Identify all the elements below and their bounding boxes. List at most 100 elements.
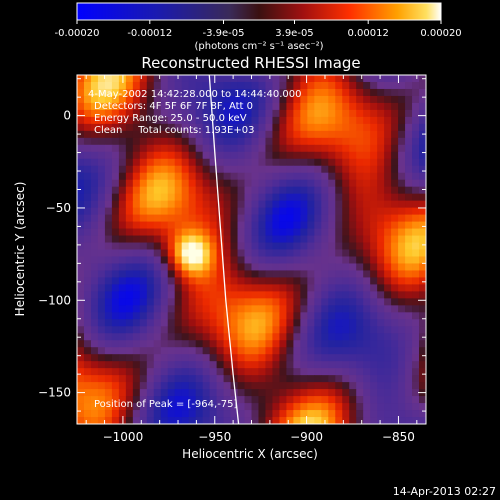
heatmap-cell <box>384 291 392 299</box>
heatmap-cell <box>342 305 350 313</box>
heatmap-cell <box>90 144 99 153</box>
heatmap-cell <box>412 123 420 132</box>
heatmap-cell <box>419 382 426 390</box>
heatmap-cell <box>300 396 308 404</box>
heatmap-cell <box>405 88 413 97</box>
heatmap-cell <box>237 256 245 264</box>
heatmap-cell <box>398 403 406 411</box>
heatmap-cell <box>363 165 371 174</box>
heatmap-cell <box>356 326 364 334</box>
heatmap-cell <box>349 193 357 202</box>
heatmap-cell <box>216 207 224 215</box>
heatmap-cell <box>391 305 399 313</box>
heatmap-cell <box>195 158 204 167</box>
heatmap-cell <box>307 361 315 369</box>
heatmap-cell <box>328 81 336 90</box>
heatmap-cell <box>307 242 315 250</box>
heatmap-cell <box>77 102 85 111</box>
heatmap-cell <box>279 158 287 167</box>
heatmap-cell <box>314 214 322 222</box>
heatmap-cell <box>230 165 238 174</box>
heatmap-cell <box>370 333 378 341</box>
heatmap-cell <box>209 81 217 90</box>
heatmap-cell <box>167 193 176 202</box>
heatmap-cell <box>342 137 350 146</box>
heatmap-cell <box>153 186 162 195</box>
heatmap-cell <box>202 151 211 160</box>
colorbar-units-label: (photons cm⁻² s⁻¹ asec⁻²) <box>194 41 323 52</box>
heatmap-cell <box>398 312 406 320</box>
heatmap-cell <box>97 361 106 369</box>
heatmap-cell <box>314 158 322 167</box>
heatmap-cell <box>412 403 420 411</box>
heatmap-cell <box>146 249 155 257</box>
heatmap-cell <box>209 263 217 271</box>
heatmap-cell <box>77 200 85 209</box>
heatmap-cell <box>384 417 392 424</box>
heatmap-cell <box>195 382 204 390</box>
heatmap-cell <box>272 389 280 397</box>
heatmap-cell <box>139 109 148 118</box>
heatmap-cell <box>265 102 273 111</box>
heatmap-cell <box>139 396 148 404</box>
annotation-clean-counts: Clean Total counts: 1.93E+03 <box>94 125 254 136</box>
heatmap-cell <box>328 368 336 376</box>
heatmap-cell <box>244 277 252 285</box>
heatmap-cell <box>244 193 252 202</box>
heatmap-cell <box>321 270 329 278</box>
heatmap-cell <box>97 382 106 390</box>
heatmap-cell <box>160 95 169 104</box>
heatmap-cell <box>412 102 420 111</box>
heatmap-cell <box>202 75 211 83</box>
heatmap-cell <box>146 354 155 362</box>
heatmap-cell <box>174 221 183 229</box>
heatmap-cell <box>300 186 308 195</box>
heatmap-cell <box>77 417 85 424</box>
heatmap-cell <box>160 144 169 153</box>
heatmap-cell <box>307 186 315 195</box>
heatmap-cell <box>90 165 99 174</box>
heatmap-cell <box>300 144 308 153</box>
heatmap-cell <box>216 284 224 292</box>
heatmap-cell <box>146 214 155 222</box>
heatmap-cell <box>265 109 273 118</box>
heatmap-cell <box>314 123 322 132</box>
heatmap-cell <box>286 172 294 181</box>
heatmap-cell <box>118 88 127 97</box>
heatmap-cell <box>307 305 315 313</box>
heatmap-cell <box>328 102 336 111</box>
heatmap-cell <box>258 228 266 236</box>
heatmap-cell <box>223 256 231 264</box>
heatmap-cell <box>111 277 120 285</box>
heatmap-cell <box>97 417 106 424</box>
heatmap-cell <box>356 270 364 278</box>
heatmap-cell <box>83 417 92 424</box>
heatmap-cell <box>377 326 385 334</box>
heatmap-cell <box>293 172 301 181</box>
heatmap-cell <box>258 263 266 271</box>
heatmap-cell <box>335 417 343 424</box>
heatmap-cell <box>314 249 322 257</box>
colorbar-ticks: -0.00020 -0.00012 -3.9e-05 3.9e-05 0.00012 0.… <box>55 20 462 39</box>
heatmap-cell <box>132 186 141 195</box>
heatmap-cell <box>286 305 294 313</box>
heatmap-cell <box>272 144 280 153</box>
heatmap-cell <box>363 417 371 424</box>
heatmap-cell <box>132 249 141 257</box>
heatmap-cell <box>279 179 287 188</box>
heatmap-cell <box>223 284 231 292</box>
heatmap-cell <box>321 403 329 411</box>
heatmap-cell <box>279 88 287 97</box>
heatmap-cell <box>188 165 197 174</box>
heatmap-cell <box>398 165 406 174</box>
heatmap-cell <box>160 172 169 181</box>
heatmap-cell <box>104 284 113 292</box>
heatmap-cell <box>258 158 266 167</box>
heatmap-cell <box>125 242 134 250</box>
heatmap-cell <box>300 256 308 264</box>
heatmap-cell <box>104 354 113 362</box>
heatmap-cell <box>188 137 197 146</box>
heatmap-cell <box>384 151 392 160</box>
heatmap-cell <box>300 242 308 250</box>
heatmap-cell <box>391 214 399 222</box>
